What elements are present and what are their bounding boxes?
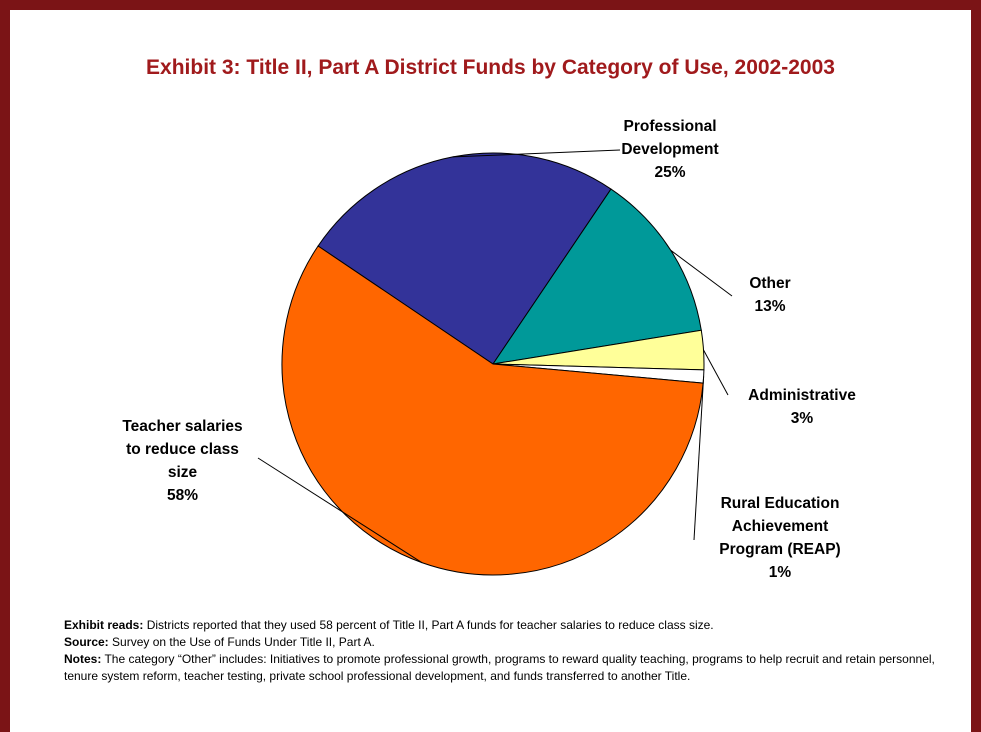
notes-label: Notes: — [64, 652, 102, 666]
slice-pct-label: 3% — [790, 410, 814, 427]
leader-line — [452, 149, 621, 158]
source-note: Source: Survey on the Use of Funds Under… — [64, 634, 954, 651]
source-text: Survey on the Use of Funds Under Title I… — [108, 635, 375, 649]
exhibit-reads-label: Exhibit reads: — [64, 618, 144, 632]
slice-label-other: Other 13% — [720, 272, 820, 318]
slice-label-line: Other — [749, 275, 791, 292]
chart-title: Exhibit 3: Title II, Part A District Fun… — [146, 56, 835, 79]
slice-label-professional-development: Professional Development 25% — [590, 115, 750, 184]
slice-pct-label: 1% — [768, 564, 792, 581]
slice-pct-label: 58% — [166, 487, 199, 504]
exhibit-reads-text: Districts reported that they used 58 per… — [143, 618, 714, 632]
slice-label-line: Teacher salaries — [122, 418, 243, 435]
slice-label-line: Development — [621, 141, 719, 158]
pie-slice — [491, 188, 702, 365]
leader-line — [670, 249, 733, 297]
exhibit-notes: Exhibit reads: Districts reported that t… — [64, 617, 954, 685]
slice-label-line: size — [167, 464, 198, 481]
slice-label-line: Program (REAP) — [719, 541, 841, 558]
slice-label-line: Professional — [623, 118, 717, 135]
notes-note: Notes: The category “Other” includes: In… — [64, 651, 954, 685]
leader-line — [693, 376, 705, 541]
source-label: Source: — [64, 635, 109, 649]
slice-label-line: Achievement — [731, 518, 829, 535]
slice-label-line: to reduce class — [126, 441, 239, 458]
exhibit-reads: Exhibit reads: Districts reported that t… — [64, 617, 954, 634]
slice-label-line: Rural Education — [720, 495, 840, 512]
slice-label-administrative: Administrative 3% — [722, 384, 882, 430]
slice-label-reap: Rural Education Achievement Program (REA… — [695, 492, 865, 584]
leader-line — [703, 349, 729, 396]
slice-pct-label: 13% — [754, 298, 786, 315]
slice-label-line: Administrative — [748, 387, 856, 404]
slice-label-teacher-salaries: Teacher salaries to reduce class size 58… — [100, 415, 265, 507]
slice-pct-label: 25% — [654, 164, 686, 181]
leader-line — [257, 457, 423, 564]
notes-text: The category “Other” includes: Initiativ… — [64, 652, 935, 683]
